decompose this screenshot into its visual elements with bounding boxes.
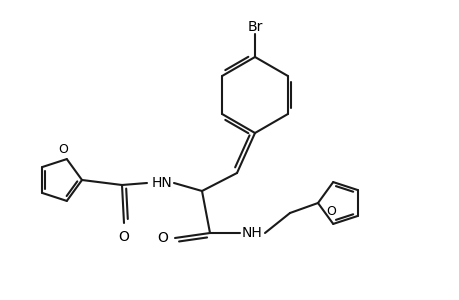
Text: Br: Br	[247, 20, 262, 34]
Text: HN: HN	[151, 176, 172, 190]
Text: O: O	[58, 142, 67, 156]
Text: O: O	[118, 230, 129, 244]
Text: NH: NH	[241, 226, 262, 240]
Text: O: O	[157, 231, 168, 245]
Text: O: O	[325, 206, 336, 218]
